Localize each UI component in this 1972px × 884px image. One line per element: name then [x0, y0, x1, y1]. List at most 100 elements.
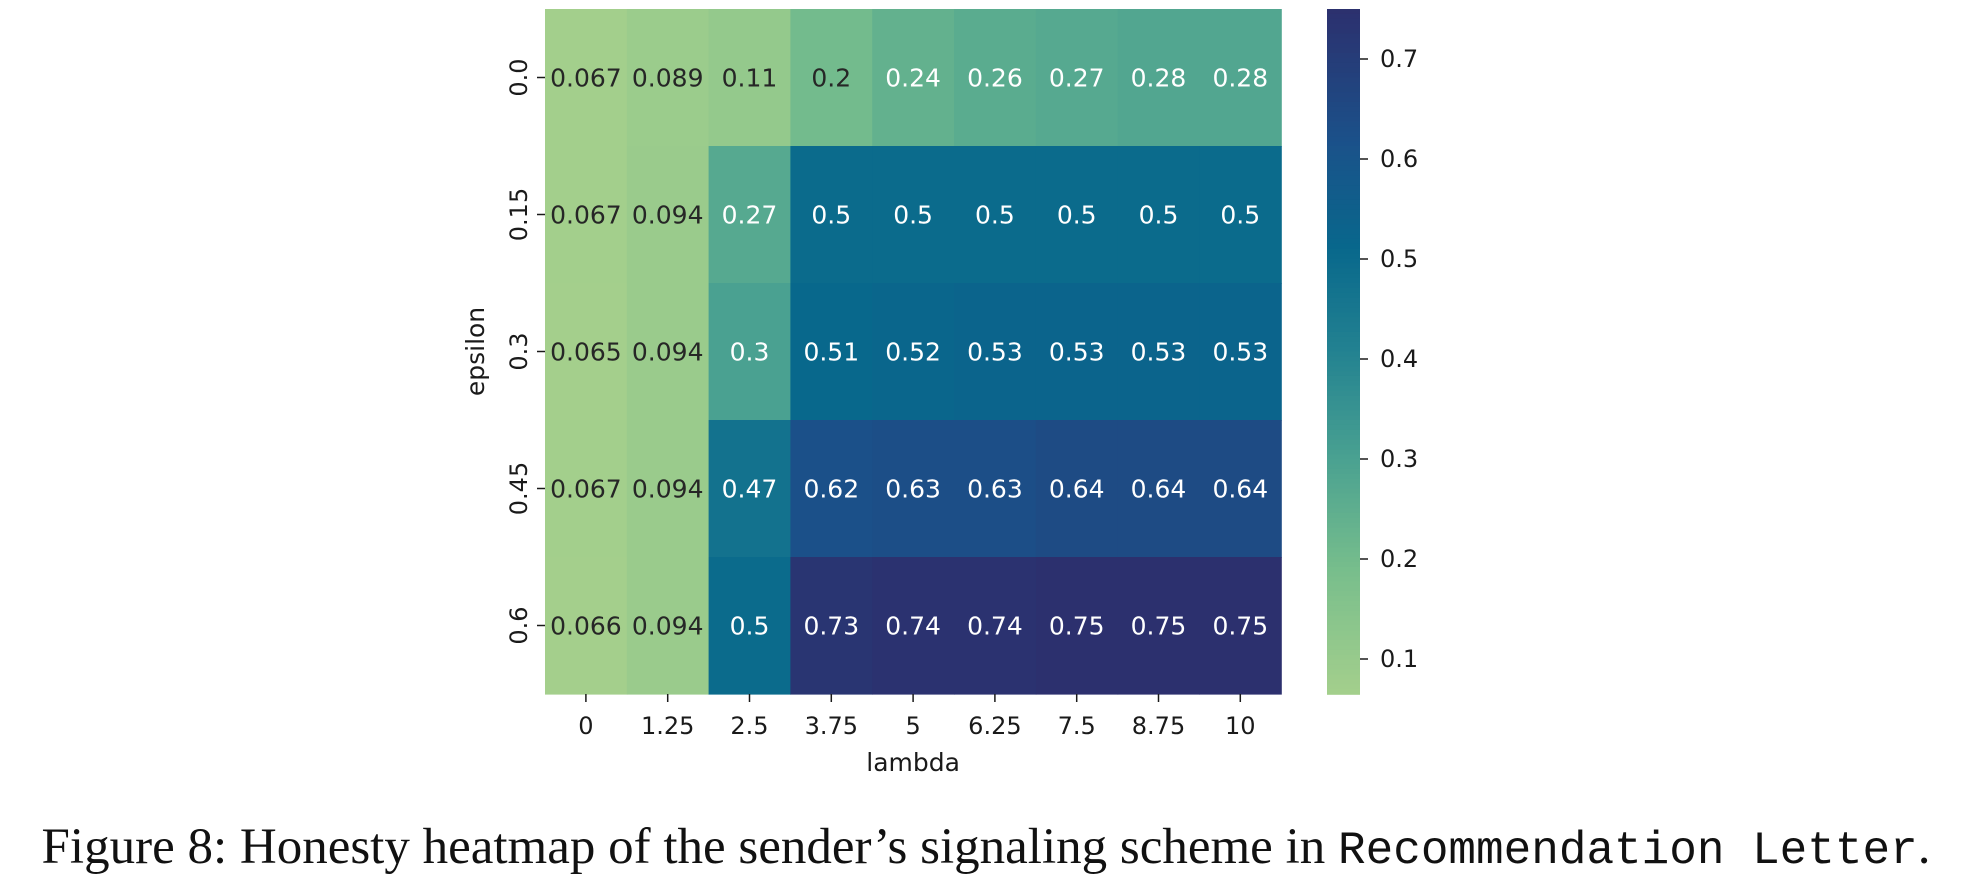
colorbar-segment	[1327, 57, 1360, 64]
heatmap-cell	[872, 146, 955, 284]
heatmap-cells	[545, 9, 1282, 695]
colorbar-segment	[1327, 150, 1360, 157]
colorbar-segment	[1327, 503, 1360, 509]
colorbar-segment	[1327, 18, 1360, 25]
x-tick-label: 10	[1225, 712, 1256, 740]
colorbar-segment	[1327, 131, 1360, 138]
x-axis-ticks: 0 1.25 2.5 3.75 5 6.25 7.5 8.75 10	[578, 694, 1256, 740]
colorbar-segment	[1327, 175, 1360, 182]
heatmap-cell	[1117, 420, 1200, 558]
heatmap-cell	[708, 557, 791, 695]
colorbar-segment	[1327, 38, 1360, 45]
colorbar-segment	[1327, 229, 1360, 235]
cell-value-label: 0.63	[885, 475, 941, 504]
colorbar-segment	[1327, 106, 1360, 113]
colorbar-segment	[1327, 322, 1360, 328]
colorbar-segment	[1327, 405, 1360, 412]
colorbar-segment	[1327, 561, 1360, 568]
colorbar-segment	[1327, 449, 1360, 456]
colorbar-segment	[1327, 400, 1360, 407]
caption-suffix: .	[1917, 819, 1931, 875]
colorbar-segment	[1327, 268, 1360, 275]
colorbar-segment	[1327, 121, 1360, 128]
colorbar-tick-label: 0.5	[1380, 245, 1418, 273]
colorbar-tick-label: 0.2	[1380, 545, 1418, 573]
colorbar-segment	[1327, 141, 1360, 147]
colorbar-segment	[1327, 77, 1360, 84]
y-tick-label: 0.6	[505, 606, 533, 644]
colorbar-segment	[1327, 199, 1360, 206]
cell-value-label: 0.64	[1049, 475, 1105, 504]
heatmap-cell	[872, 9, 955, 147]
cell-value-label: 0.2	[811, 64, 851, 93]
colorbar-segment	[1327, 395, 1360, 402]
colorbar-segment	[1327, 209, 1360, 216]
colorbar-segment	[1327, 586, 1360, 593]
colorbar-segment	[1327, 610, 1360, 617]
colorbar-segment	[1327, 317, 1360, 323]
cell-value-label: 0.5	[730, 612, 770, 641]
colorbar-segment	[1327, 601, 1360, 607]
heatmap-cell	[626, 420, 710, 558]
heatmap-cell	[790, 420, 873, 558]
colorbar-segment	[1327, 429, 1360, 436]
heatmap-cell	[545, 283, 628, 421]
colorbar-segment	[1327, 185, 1360, 191]
caption-code-name: Recommendation Letter	[1338, 825, 1918, 877]
cell-value-label: 0.53	[1049, 338, 1105, 367]
colorbar-segment	[1327, 302, 1360, 309]
colorbar-segment	[1327, 654, 1360, 661]
colorbar-segment	[1327, 684, 1360, 690]
cell-value-label: 0.24	[885, 64, 941, 93]
colorbar-segment	[1327, 62, 1360, 69]
heatmap-cell	[708, 420, 791, 558]
colorbar-segment	[1327, 410, 1360, 416]
colorbar-tick-label: 0.3	[1380, 445, 1418, 473]
colorbar-segment	[1327, 371, 1360, 377]
cell-value-label: 0.53	[1212, 338, 1268, 367]
colorbar-segment	[1327, 87, 1360, 93]
colorbar-segment	[1327, 111, 1360, 118]
heatmap-cell	[1117, 283, 1200, 421]
y-tick-label: 0.15	[505, 188, 533, 241]
x-tick-label: 2.5	[730, 712, 768, 740]
heatmap-cell	[1035, 557, 1119, 695]
colorbar-segment	[1327, 454, 1360, 460]
colorbar-segment	[1327, 13, 1360, 20]
colorbar-segment	[1327, 664, 1360, 671]
cell-value-label: 0.63	[967, 475, 1023, 504]
colorbar-segment	[1327, 640, 1360, 646]
heatmap-cell	[626, 557, 710, 695]
colorbar-segment	[1327, 557, 1360, 563]
x-tick-label: 3.75	[805, 712, 858, 740]
colorbar-segment	[1327, 97, 1360, 103]
colorbar-segment	[1327, 547, 1360, 553]
cell-value-label: 0.53	[1131, 338, 1187, 367]
heatmap-cell	[1035, 146, 1119, 284]
colorbar-segment	[1327, 669, 1360, 676]
colorbar-segment	[1327, 488, 1360, 495]
cell-value-label: 0.74	[967, 612, 1023, 641]
colorbar-segment	[1327, 464, 1360, 470]
cell-value-label: 0.5	[975, 201, 1015, 230]
colorbar-segment	[1327, 278, 1360, 284]
colorbar-segment	[1327, 366, 1360, 372]
figure-caption: Figure 8: Honesty heatmap of the sender’…	[0, 818, 1972, 877]
x-tick-label: 0	[578, 712, 593, 740]
x-tick-label: 8.75	[1132, 712, 1185, 740]
colorbar-segment	[1327, 424, 1360, 431]
colorbar-segment	[1327, 43, 1360, 49]
colorbar-segment	[1327, 219, 1360, 226]
cell-value-label: 0.27	[1049, 64, 1105, 93]
colorbar-segment	[1327, 72, 1360, 79]
heatmap-cell	[708, 283, 791, 421]
heatmap-cell	[1035, 420, 1119, 558]
colorbar-segment	[1327, 155, 1360, 162]
cell-value-label: 0.75	[1131, 612, 1187, 641]
colorbar-segment	[1327, 512, 1360, 519]
colorbar-segment	[1327, 136, 1360, 142]
colorbar-segment	[1327, 361, 1360, 367]
colorbar-segment	[1327, 459, 1360, 465]
heatmap-cell	[626, 146, 710, 284]
cell-value-label: 0.11	[722, 64, 778, 93]
